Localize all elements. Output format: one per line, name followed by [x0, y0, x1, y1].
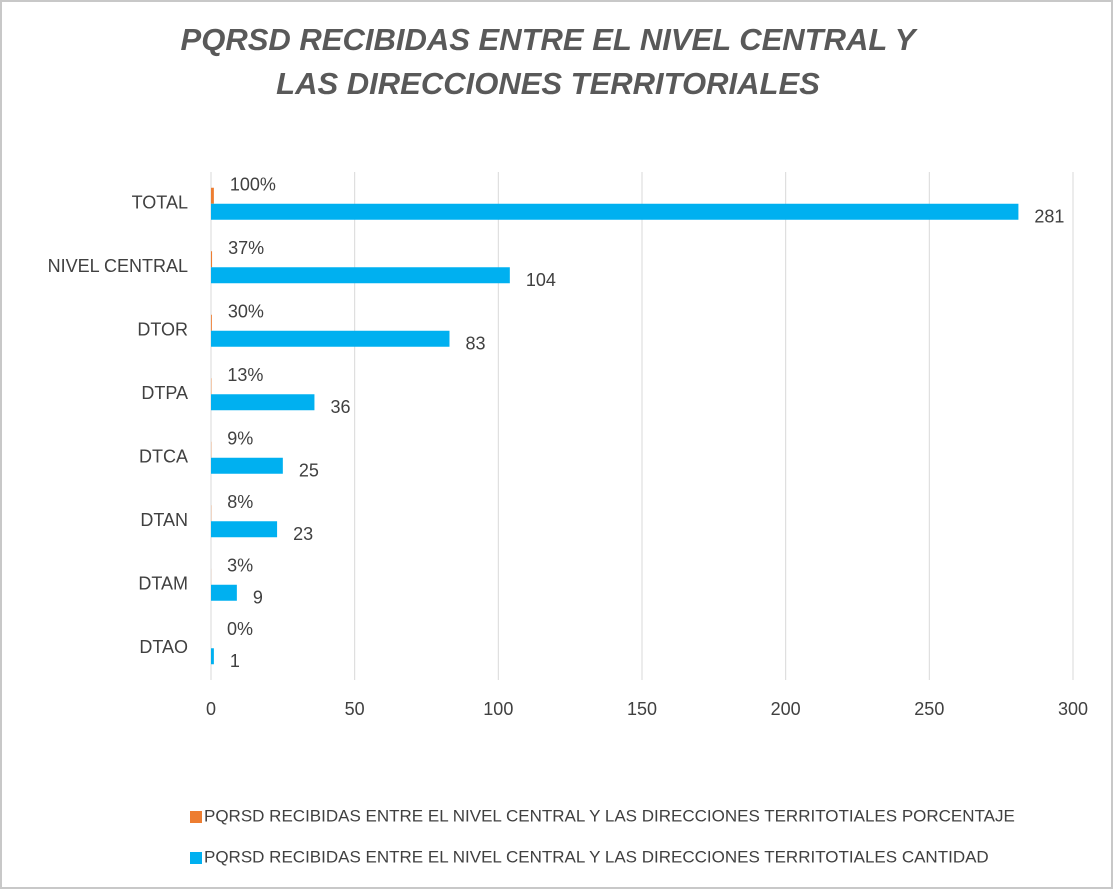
legend-label: PQRSD RECIBIDAS ENTRE EL NIVEL CENTRAL Y…	[204, 847, 989, 866]
data-label: 9	[253, 588, 263, 608]
bar	[211, 330, 450, 347]
legend-label: PQRSD RECIBIDAS ENTRE EL NIVEL CENTRAL Y…	[204, 806, 1015, 825]
data-label: 8%	[227, 492, 253, 512]
x-tick-label: 200	[771, 699, 801, 719]
bar	[211, 203, 1019, 220]
x-tick-label: 100	[483, 699, 513, 719]
x-tick-label: 50	[345, 699, 365, 719]
bar	[211, 251, 213, 268]
y-tick-label: DTAO	[139, 637, 188, 657]
x-tick-label: 0	[206, 699, 216, 719]
data-label: 281	[1034, 207, 1064, 227]
y-tick-label: DTPA	[141, 383, 188, 403]
bar	[211, 394, 315, 411]
y-tick-label: NIVEL CENTRAL	[48, 256, 188, 276]
bar	[211, 648, 214, 665]
bar	[211, 584, 237, 601]
data-label: 0%	[227, 619, 253, 639]
data-label: 25	[299, 461, 319, 481]
y-tick-label: DTCA	[139, 447, 188, 467]
data-label: 100%	[230, 175, 276, 195]
data-label: 36	[330, 397, 350, 417]
x-tick-label: 250	[914, 699, 944, 719]
data-label: 83	[465, 334, 485, 354]
data-label: 13%	[227, 365, 263, 385]
x-tick-label: 150	[627, 699, 657, 719]
bar	[211, 457, 283, 474]
bar	[211, 187, 214, 204]
data-label: 37%	[228, 238, 264, 258]
y-tick-label: DTAM	[138, 574, 188, 594]
y-tick-label: TOTAL	[132, 193, 188, 213]
bar	[211, 521, 278, 538]
data-label: 3%	[227, 556, 253, 576]
data-label: 30%	[228, 302, 264, 322]
x-tick-label: 300	[1058, 699, 1088, 719]
data-label: 23	[293, 524, 313, 544]
y-tick-label: DTAN	[140, 510, 188, 530]
data-label: 104	[526, 270, 556, 290]
bar	[211, 314, 212, 331]
data-label: 1	[230, 651, 240, 671]
bar	[211, 267, 510, 284]
data-label: 9%	[227, 429, 253, 449]
chart-title: PQRSD RECIBIDAS ENTRE EL NIVEL CENTRAL Y…	[180, 22, 916, 101]
legend-swatch	[190, 852, 202, 864]
legend-swatch	[190, 811, 202, 823]
y-tick-label: DTOR	[137, 320, 188, 340]
